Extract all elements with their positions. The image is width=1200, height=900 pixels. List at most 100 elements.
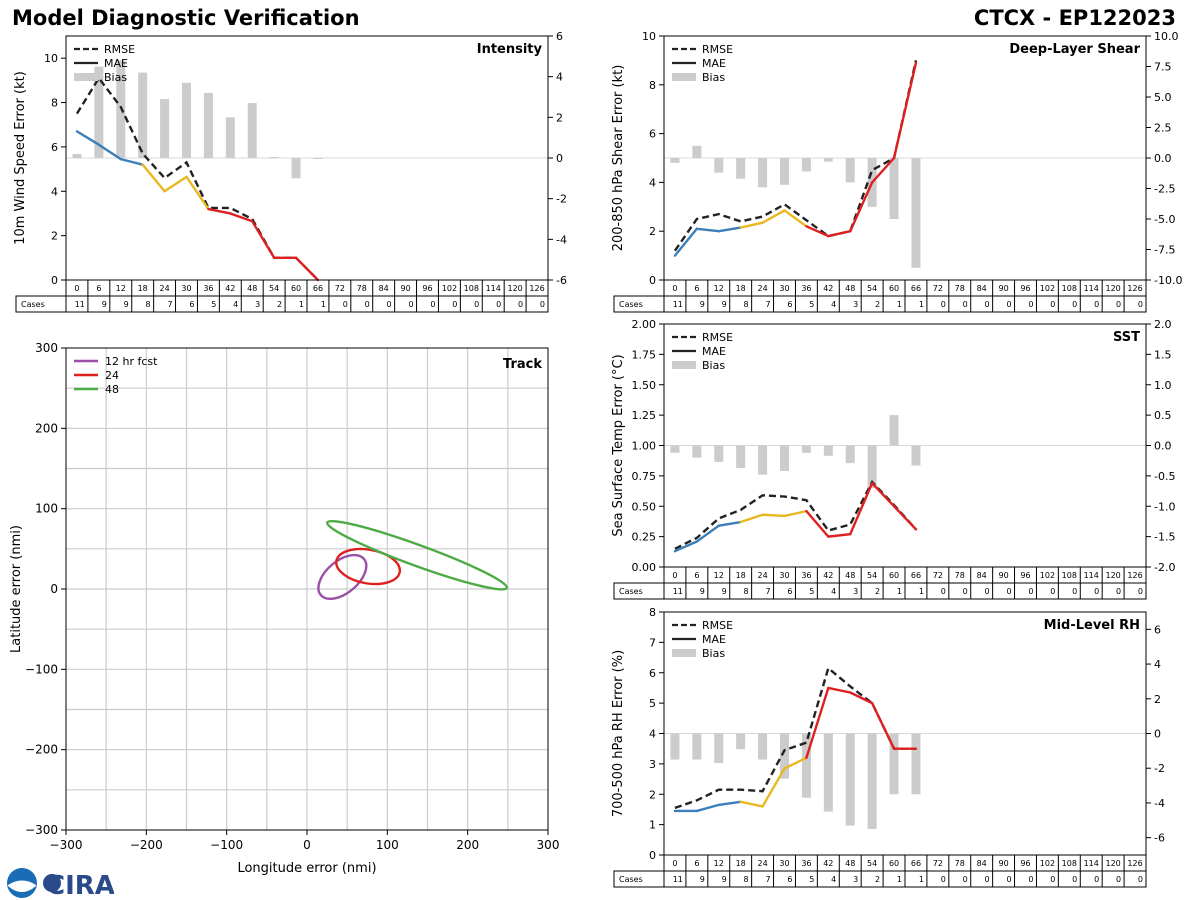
hour-label: 36 [801,859,811,868]
hour-label: 90 [998,284,1008,293]
case-count: 1 [897,300,902,309]
case-count: 0 [1050,587,1055,596]
hour-label: 96 [1020,571,1030,580]
x-tick-label: 300 [537,838,560,852]
legend-bias-swatch [672,361,696,369]
case-count: 0 [985,875,990,884]
y2-tick-label: -2.0 [1154,561,1175,574]
bias-bar [758,445,768,475]
y-tick-label: 3 [649,758,656,771]
hour-label: 24 [757,284,767,293]
bias-bar [889,733,899,795]
case-count: 4 [831,300,836,309]
hour-label: 24 [757,571,767,580]
mae-segment [849,691,874,705]
hour-label: 90 [998,859,1008,868]
case-count: 4 [831,587,836,596]
case-count: 0 [1050,300,1055,309]
y-tick-label: 0 [649,274,656,287]
legend-bias-label: Bias [702,359,725,372]
case-count: 5 [809,300,814,309]
hour-label: 54 [867,571,877,580]
hour-label: 60 [889,859,899,868]
mae-segment [783,509,808,518]
bias-bar [845,445,855,464]
y2-tick-label: -10.0 [1154,274,1182,287]
hour-label: 42 [823,571,833,580]
bias-bar [692,145,702,158]
y2-tick-label: -7.5 [1154,244,1175,257]
y2-tick-label: 1.5 [1154,348,1172,361]
hour-label: 18 [736,571,746,580]
mae-segment [229,212,254,223]
case-count: 5 [809,587,814,596]
case-count: 0 [1028,587,1033,596]
case-count: 0 [1028,300,1033,309]
mae-segment [892,505,918,531]
y-tick-label: 4 [649,728,656,741]
mae-segment [717,800,742,807]
hour-label: 0 [672,859,677,868]
bias-bar [736,733,746,750]
mae-segment [870,701,896,750]
y-tick-label: −100 [25,662,58,676]
case-count: 0 [1094,875,1099,884]
legend-bias-label: Bias [104,71,127,84]
y-axis-label: Sea Surface Temp Error (°C) [611,354,626,536]
case-count: 7 [765,300,770,309]
bias-bar [94,66,104,158]
hour-label: 108 [1062,284,1077,293]
mae-segment [783,756,808,770]
legend-bias-swatch [672,73,696,81]
hour-label: 48 [247,284,257,293]
y2-tick-label: 10.0 [1154,30,1179,43]
mae-segment [739,513,764,524]
bias-bar [313,158,323,159]
case-count: 9 [102,300,107,309]
bias-bar [845,733,855,826]
hour-label: 36 [801,571,811,580]
hour-label: 102 [1040,284,1055,293]
case-count: 11 [75,300,85,309]
y-tick-label: 0.00 [632,561,657,574]
case-count: 11 [673,300,683,309]
hour-label: 120 [1105,859,1120,868]
legend-bias-swatch [74,73,98,81]
bias-bar [225,117,235,158]
hour-label: 126 [529,284,544,293]
bias-bar [670,158,680,163]
bias-bar [911,158,921,268]
hour-label: 0 [672,284,677,293]
legend-rmse-label: RMSE [702,619,733,632]
y-tick-label: 6 [649,128,656,141]
case-count: 4 [831,875,836,884]
y-tick-label: 6 [649,667,656,680]
bias-bar [692,445,702,458]
case-count: 0 [1072,875,1077,884]
y2-tick-label: 6 [1154,623,1161,636]
legend-label: 12 hr fcst [105,355,158,368]
hour-label: 24 [757,859,767,868]
mae-segment [805,509,830,538]
rmse-line [75,76,319,281]
mae-segment [251,220,276,260]
hour-label: 102 [1040,571,1055,580]
case-count: 7 [765,875,770,884]
hour-label: 42 [823,859,833,868]
hour-label: 48 [845,859,855,868]
hour-label: 54 [867,284,877,293]
case-count: 0 [1072,587,1077,596]
hour-label: 84 [977,859,987,868]
y2-tick-label: -2 [556,193,567,206]
y2-tick-label: 0 [556,152,563,165]
hour-label: 6 [694,284,699,293]
case-count: 0 [1072,300,1077,309]
y2-tick-label: 2 [556,111,563,124]
hour-label: 66 [911,859,921,868]
hour-label: 66 [313,284,323,293]
case-count: 8 [146,300,151,309]
hour-label: 126 [1127,571,1142,580]
hour-label: 108 [1062,859,1077,868]
y-tick-label: 2 [51,230,58,243]
